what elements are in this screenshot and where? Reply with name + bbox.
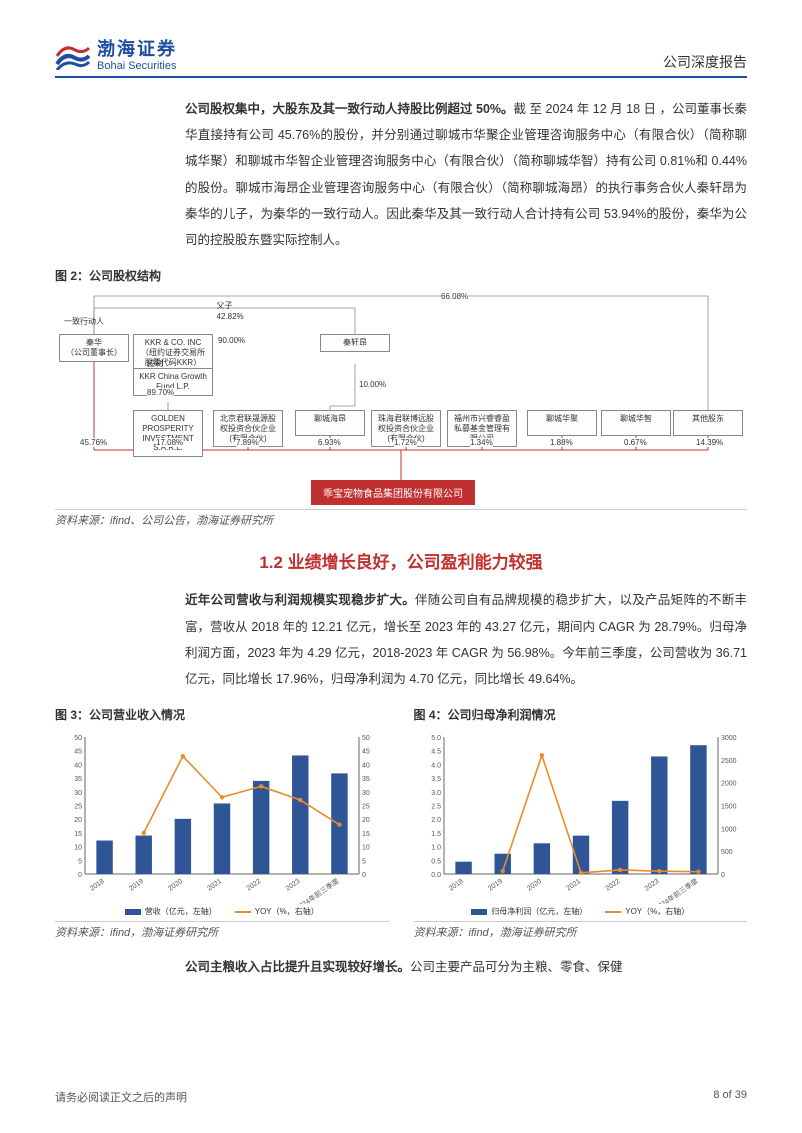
fig2-label: 图 2：公司股权结构	[55, 267, 747, 284]
svg-text:15: 15	[362, 831, 370, 838]
svg-text:4.0: 4.0	[431, 763, 441, 770]
svg-text:30: 30	[74, 790, 82, 797]
figure-3: 图 3：公司营业收入情况 0 5 10 15 20 25 30 35 40 45 50 0 5 10 15 2…	[55, 706, 389, 940]
logo-cn: 渤海证券	[97, 40, 177, 60]
revenue-chart: 0 5 10 15 20 25 30 35 40 45 50 0 5 10 15 20 25 30 35 40 45 50…	[55, 729, 389, 904]
svg-text:10: 10	[74, 845, 82, 852]
svg-text:5: 5	[78, 859, 82, 866]
svg-text:0: 0	[721, 872, 725, 879]
fig4-legend: 归母净利润（亿元，左轴） YOY（%，右轴）	[414, 906, 748, 917]
figure-4: 图 4：公司归母净利润情况 0.0 0.5 1.0 1.5 2.0 2.5 3.0 3.5 4.…	[414, 706, 748, 940]
svg-text:1000: 1000	[721, 827, 737, 834]
svg-text:2021: 2021	[206, 878, 223, 893]
page-number: 8 of 39	[713, 1089, 747, 1105]
fig3-legend-bar: 营收（亿元，左轴）	[145, 906, 217, 917]
svg-text:20: 20	[362, 818, 370, 825]
svg-text:2018: 2018	[447, 878, 464, 893]
svg-text:2020: 2020	[167, 878, 184, 893]
svg-text:15: 15	[74, 831, 82, 838]
logo: 渤海证券 Bohai Securities	[55, 40, 177, 72]
svg-text:2500: 2500	[721, 758, 737, 765]
page-header: 渤海证券 Bohai Securities 公司深度报告	[55, 40, 747, 78]
svg-text:1.5: 1.5	[431, 831, 441, 838]
svg-text:5: 5	[362, 859, 366, 866]
svg-text:0.5: 0.5	[431, 859, 441, 866]
page-footer: 请务必阅读正文之后的声明 8 of 39	[55, 1089, 747, 1105]
svg-text:1.0: 1.0	[431, 845, 441, 852]
svg-text:2018: 2018	[89, 878, 106, 893]
svg-text:5.0: 5.0	[431, 735, 441, 742]
fig4-label: 图 4：公司归母净利润情况	[414, 706, 748, 723]
svg-text:2000: 2000	[721, 781, 737, 788]
svg-text:35: 35	[74, 776, 82, 783]
paragraph-3: 公司主粮收入占比提升且实现较好增长。公司主要产品可分为主粮、零食、保健	[185, 954, 747, 980]
fig3-legend: 营收（亿元，左轴） YOY（%，右轴）	[55, 906, 389, 917]
fig4-legend-line: YOY（%，右轴）	[625, 906, 689, 917]
figure-2: 图 2：公司股权结构 66.08%父子一致行动人42.82%秦华 （公司董事长）…	[55, 267, 747, 528]
svg-text:2023: 2023	[643, 878, 660, 893]
fig3-label: 图 3：公司营业收入情况	[55, 706, 389, 723]
para1-lead: 公司股权集中，大股东及其一致行动人持股比例超过 50%。	[185, 102, 514, 116]
svg-text:45: 45	[74, 749, 82, 756]
svg-text:40: 40	[74, 763, 82, 770]
svg-text:3.0: 3.0	[431, 790, 441, 797]
svg-text:3000: 3000	[721, 735, 737, 742]
fig4-legend-bar: 归母净利润（亿元，左轴）	[491, 906, 587, 917]
fig4-source: 资料来源：ifind，渤海证券研究所	[414, 921, 748, 940]
svg-text:2019: 2019	[128, 878, 145, 893]
svg-text:0: 0	[362, 872, 366, 879]
para3-lead: 公司主粮收入占比提升且实现较好增长。	[185, 960, 410, 974]
doc-type: 公司深度报告	[663, 52, 747, 72]
svg-text:0: 0	[78, 872, 82, 879]
profit-chart: 0.0 0.5 1.0 1.5 2.0 2.5 3.0 3.5 4.0 4.5 5.0 0 500 100…	[414, 729, 748, 904]
paragraph-2: 近年公司营收与利润规模实现稳步扩大。伴随公司自有品牌规模的稳步扩大，以及产品矩阵…	[185, 587, 747, 692]
para1-body: 截 至 2024 年 12 月 18 日 ，公司董事长秦华直接持有公司 45.7…	[185, 102, 747, 247]
svg-text:25: 25	[74, 804, 82, 811]
svg-text:2024年前三季度: 2024年前三季度	[294, 877, 341, 905]
svg-text:2022: 2022	[604, 878, 621, 893]
svg-text:2021: 2021	[565, 878, 582, 893]
svg-text:40: 40	[362, 763, 370, 770]
logo-icon	[55, 42, 91, 70]
svg-text:2020: 2020	[526, 878, 543, 893]
svg-text:2.5: 2.5	[431, 804, 441, 811]
svg-text:0.0: 0.0	[431, 872, 441, 879]
svg-text:45: 45	[362, 749, 370, 756]
svg-text:50: 50	[74, 735, 82, 742]
svg-text:500: 500	[721, 850, 733, 857]
svg-text:25: 25	[362, 804, 370, 811]
fig3-legend-line: YOY（%，右轴）	[255, 906, 319, 917]
svg-text:2023: 2023	[285, 878, 302, 893]
svg-text:2019: 2019	[487, 878, 504, 893]
svg-text:4.5: 4.5	[431, 749, 441, 756]
fig2-source: 资料来源：ifind、公司公告，渤海证券研究所	[55, 509, 747, 528]
ownership-diagram: 66.08%父子一致行动人42.82%秦华 （公司董事长）KKR & CO. I…	[55, 290, 747, 505]
para2-lead: 近年公司营收与利润规模实现稳步扩大。	[185, 593, 415, 607]
svg-text:30: 30	[362, 790, 370, 797]
svg-text:3.5: 3.5	[431, 776, 441, 783]
svg-text:10: 10	[362, 845, 370, 852]
charts-row: 图 3：公司营业收入情况 051015202530354045500510152…	[55, 706, 747, 940]
svg-text:2022: 2022	[246, 878, 263, 893]
svg-text:20: 20	[74, 818, 82, 825]
paragraph-1: 公司股权集中，大股东及其一致行动人持股比例超过 50%。截 至 2024 年 1…	[185, 96, 747, 254]
svg-text:1500: 1500	[721, 804, 737, 811]
section-1-2-title: 1.2 业绩增长良好，公司盈利能力较强	[55, 548, 747, 573]
svg-text:2.0: 2.0	[431, 818, 441, 825]
svg-text:50: 50	[362, 735, 370, 742]
svg-text:35: 35	[362, 776, 370, 783]
logo-en: Bohai Securities	[97, 60, 177, 72]
fig3-source: 资料来源：ifind，渤海证券研究所	[55, 921, 389, 940]
para3-body: 公司主要产品可分为主粮、零食、保健	[410, 960, 623, 974]
disclaimer: 请务必阅读正文之后的声明	[55, 1089, 187, 1105]
svg-text:2024年前三季度: 2024年前三季度	[652, 877, 699, 905]
